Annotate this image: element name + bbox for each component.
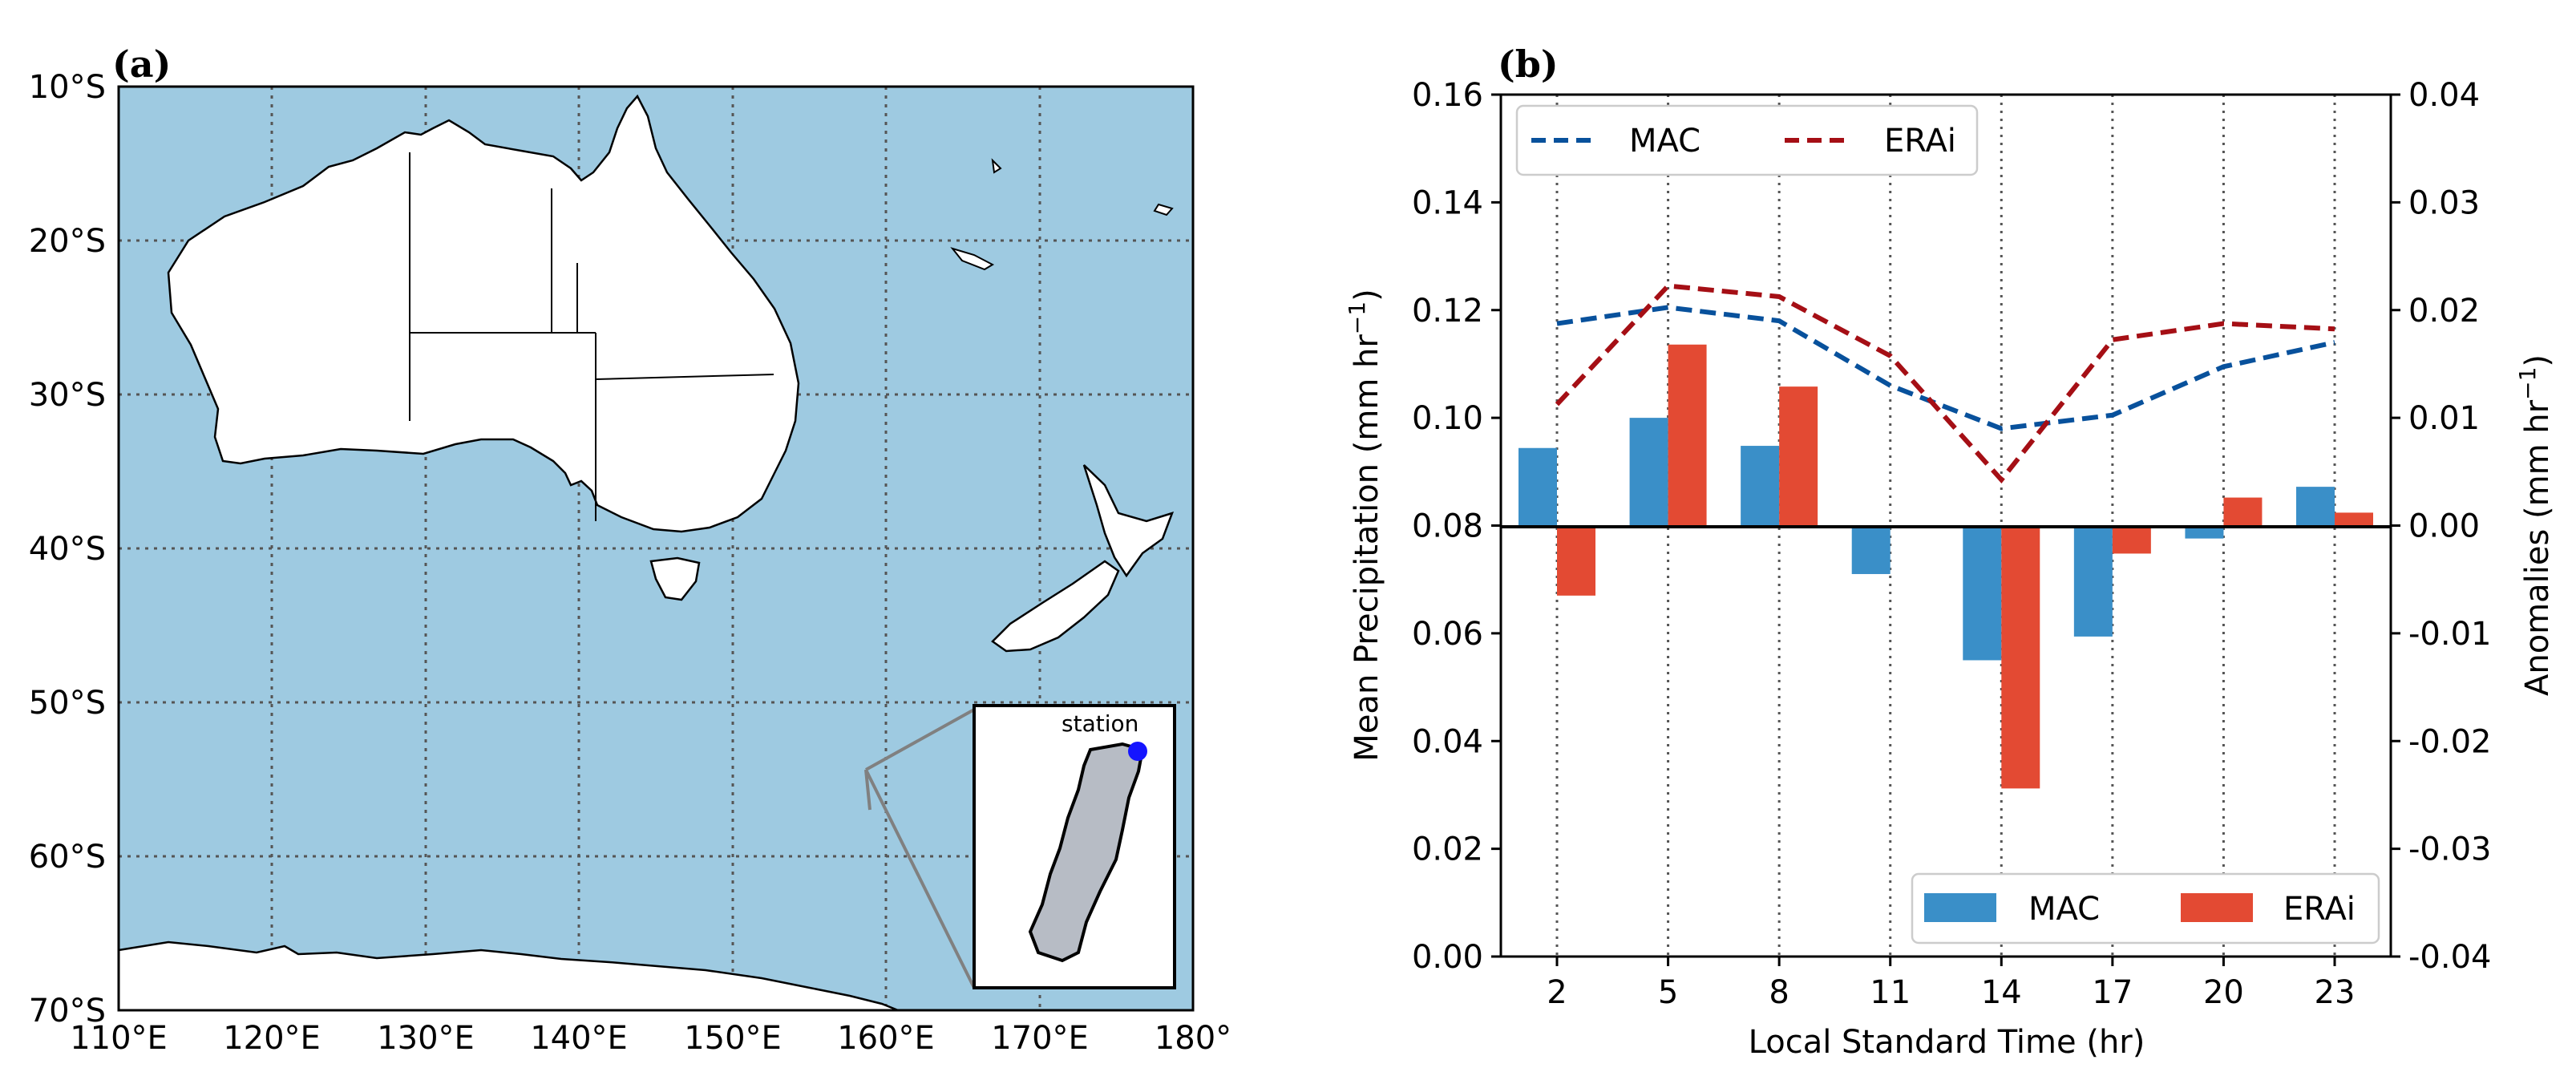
state-borders <box>409 152 774 521</box>
new-zealand-south-island <box>991 560 1120 653</box>
line-legend: MAC ERAi <box>1515 104 1979 176</box>
bar-mac-2 <box>1519 447 1557 526</box>
line-legend-box <box>1515 104 1979 176</box>
small-islands <box>950 158 1174 271</box>
map-gridlines <box>119 87 1193 1010</box>
chart-panel: (b) 0.00 0.02 0.04 0.06 0.08 0.10 0.12 0.14 0.16… <box>1344 42 2557 1061</box>
x-tick-label: 11 <box>1870 974 1911 1011</box>
inset-station-label: station <box>1062 710 1138 737</box>
bar-erai-20 <box>2223 497 2263 526</box>
inset-map: station <box>973 704 1176 989</box>
station-marker <box>1128 742 1147 761</box>
bar-erai-17 <box>2112 525 2151 554</box>
legend-mac-bar <box>1924 893 1996 922</box>
tasmania <box>649 556 701 601</box>
right-y-ticks: -0.04 -0.03 -0.02 -0.01 0.00 0.01 0.02 0.03 0.04 <box>2391 77 2492 976</box>
bar-mac-20 <box>2185 525 2224 539</box>
map-x-tick: 110°E <box>70 1020 168 1057</box>
map-x-tick: 170°E <box>991 1020 1089 1057</box>
map-y-ticks: 10°S 20°S 30°S 40°S 50°S 60°S 70°S <box>29 69 106 1029</box>
anomaly-bars <box>1519 344 2373 789</box>
x-ticks: 2 5 8 11 14 17 20 23 <box>1547 957 2355 1011</box>
legend-erai-line-label: ERAi <box>1884 123 1956 160</box>
x-tick-label: 17 <box>2092 974 2133 1011</box>
right-y-tick-label: -0.03 <box>2408 831 2492 868</box>
map-y-tick: 40°S <box>29 531 106 568</box>
precip-lines <box>1555 283 2335 484</box>
x-tick-label: 8 <box>1769 974 1789 1011</box>
map-frame <box>117 85 1195 1012</box>
left-y-ticks: 0.00 0.02 0.04 0.06 0.08 0.10 0.12 0.14 0.16 <box>1412 77 1501 976</box>
left-y-tick-label: 0.02 <box>1412 831 1483 868</box>
antarctica-coast <box>117 940 899 1012</box>
left-y-tick-label: 0.06 <box>1412 616 1483 653</box>
left-y-tick-label: 0.04 <box>1412 723 1483 760</box>
map-y-tick: 70°S <box>29 993 106 1029</box>
right-y-tick-label: 0.04 <box>2408 77 2480 114</box>
x-tick-label: 5 <box>1658 974 1678 1011</box>
x-tick-label: 23 <box>2315 974 2356 1011</box>
bar-erai-14 <box>2001 525 2040 789</box>
map-panel: (a) <box>29 42 1231 1057</box>
right-y-tick-label: 0.01 <box>2408 400 2480 437</box>
right-y-tick-label: -0.01 <box>2408 616 2492 653</box>
map-y-tick: 60°S <box>29 839 106 876</box>
legend-mac-bar-label: MAC <box>2028 891 2100 928</box>
map-x-tick: 140°E <box>530 1020 628 1057</box>
bar-mac-17 <box>2073 525 2113 637</box>
bar-mac-8 <box>1741 446 1780 526</box>
bar-mac-11 <box>1851 525 1891 574</box>
bar-mac-5 <box>1629 418 1668 526</box>
map-y-tick: 30°S <box>29 377 106 414</box>
panel-b-label: (b) <box>1498 42 1559 86</box>
left-y-tick-label: 0.00 <box>1412 939 1483 976</box>
left-y-tick-label: 0.12 <box>1412 293 1483 330</box>
legend-mac-line-label: MAC <box>1629 123 1700 160</box>
map-x-tick: 120°E <box>223 1020 321 1057</box>
map-x-tick: 150°E <box>684 1020 782 1057</box>
right-y-tick-label: 0.00 <box>2408 508 2480 545</box>
right-y-tick-label: 0.03 <box>2408 184 2480 221</box>
bar-mac-14 <box>1963 525 2002 661</box>
left-y-tick-label: 0.10 <box>1412 400 1483 437</box>
bar-legend: MAC ERAi <box>1911 872 2380 945</box>
left-y-tick-label: 0.16 <box>1412 77 1483 114</box>
bar-legend-box <box>1911 872 2380 945</box>
left-y-tick-label: 0.08 <box>1412 508 1483 545</box>
x-tick-label: 2 <box>1547 974 1567 1011</box>
x-axis-label: Local Standard Time (hr) <box>1749 1024 2145 1061</box>
right-y-tick-label: -0.02 <box>2408 723 2492 760</box>
legend-erai-bar-label: ERAi <box>2283 891 2356 928</box>
right-y-tick-label: -0.04 <box>2408 939 2492 976</box>
bar-erai-5 <box>1668 344 1707 526</box>
inset-pointer <box>864 708 976 989</box>
map-y-tick: 50°S <box>29 685 106 722</box>
bar-erai-8 <box>1779 386 1818 526</box>
map-x-tick: 130°E <box>377 1020 475 1057</box>
macquarie-island <box>1028 742 1145 963</box>
bar-erai-23 <box>2335 512 2373 526</box>
australia-landmass <box>167 94 800 533</box>
panel-a-label: (a) <box>112 42 171 86</box>
new-zealand-north-island <box>1082 464 1175 578</box>
map-x-tick: 180° <box>1155 1020 1231 1057</box>
map-x-tick: 160°E <box>837 1020 935 1057</box>
line-mac <box>1556 305 2335 431</box>
bar-erai-2 <box>1557 525 1595 596</box>
map-y-tick: 20°S <box>29 223 106 260</box>
left-y-axis-label: Mean Precipitation (mm hr−1) <box>1344 289 1386 761</box>
right-y-axis-label: Anomalies (mm hr−1) <box>2514 354 2557 696</box>
map-x-ticks: 110°E 120°E 130°E 140°E 150°E 160°E 170°… <box>70 1020 1231 1057</box>
left-y-tick-label: 0.14 <box>1412 184 1483 221</box>
x-tick-label: 14 <box>1981 974 2022 1011</box>
legend-erai-bar <box>2181 893 2253 922</box>
map-y-tick: 10°S <box>29 69 106 106</box>
bar-mac-23 <box>2296 487 2335 526</box>
right-y-tick-label: 0.02 <box>2408 293 2480 330</box>
line-erai <box>1555 283 2335 484</box>
x-tick-label: 20 <box>2203 974 2244 1011</box>
